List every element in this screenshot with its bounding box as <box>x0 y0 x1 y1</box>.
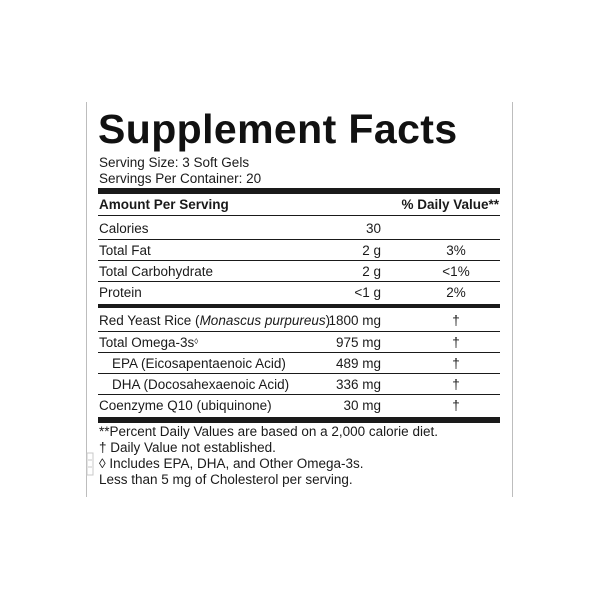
nutrient-amount: 2 g <box>362 243 381 258</box>
daily-value-label: % Daily Value** <box>401 197 499 212</box>
nutrient-dv: <1% <box>442 264 470 279</box>
ingredient-dv: † <box>452 377 460 392</box>
nutrient-name: Total Carbohydrate <box>99 264 214 279</box>
ingredient-name: DHA (Docosahexaenoic Acid) <box>112 377 290 392</box>
divider <box>98 394 500 395</box>
footnote: † Daily Value not established. <box>99 440 276 455</box>
divider <box>98 331 500 332</box>
divider <box>98 281 500 282</box>
nutrient-amount: <1 g <box>354 285 381 300</box>
panel-title: Supplement Facts <box>98 106 458 152</box>
ingredient-name: Total Omega-3s◊ <box>99 335 199 350</box>
nutrient-name: Total Fat <box>99 243 151 258</box>
ingredient-amount: 975 mg <box>335 335 381 350</box>
divider <box>98 215 500 216</box>
ingredient-dv: † <box>452 356 460 371</box>
ingredient-dv: † <box>452 398 460 413</box>
thick-divider-middle <box>98 304 500 308</box>
nutrient-amount: 2 g <box>362 264 381 279</box>
ingredient-amount: 336 mg <box>335 377 381 392</box>
ingredient-amount: 1800 mg <box>328 313 381 328</box>
footnote: ◊ Includes EPA, DHA, and Other Omega-3s. <box>99 456 364 471</box>
ingredient-amount: 30 mg <box>343 398 381 413</box>
footnote: Less than 5 mg of Cholesterol per servin… <box>99 472 353 487</box>
nutrient-dv: 3% <box>446 243 466 258</box>
nutrient-dv: 2% <box>446 285 466 300</box>
nutrient-name: Protein <box>99 285 142 300</box>
thick-divider-bottom <box>98 417 500 423</box>
nutrient-name: Calories <box>99 221 149 236</box>
ingredient-dv: † <box>452 335 460 350</box>
serving-size: Serving Size: 3 Soft Gels <box>99 155 250 170</box>
ingredient-amount: 489 mg <box>335 356 381 371</box>
ingredient-name: Red Yeast Rice (Monascus purpureus) <box>99 313 331 328</box>
supplement-facts-panel <box>86 102 513 497</box>
servings-per-container: Servings Per Container: 20 <box>99 171 262 186</box>
edge-print-mark <box>86 452 94 476</box>
divider <box>98 373 500 374</box>
ingredient-name: EPA (Eicosapentaenoic Acid) <box>112 356 286 371</box>
thick-divider-top <box>98 188 500 194</box>
divider <box>98 352 500 353</box>
divider <box>98 260 500 261</box>
ingredient-name: Coenzyme Q10 (ubiquinone) <box>99 398 272 413</box>
amount-per-serving-label: Amount Per Serving <box>99 197 229 212</box>
nutrient-amount: 30 <box>365 221 381 236</box>
divider <box>98 239 500 240</box>
footnote: **Percent Daily Values are based on a 2,… <box>99 424 438 439</box>
ingredient-dv: † <box>452 313 460 328</box>
